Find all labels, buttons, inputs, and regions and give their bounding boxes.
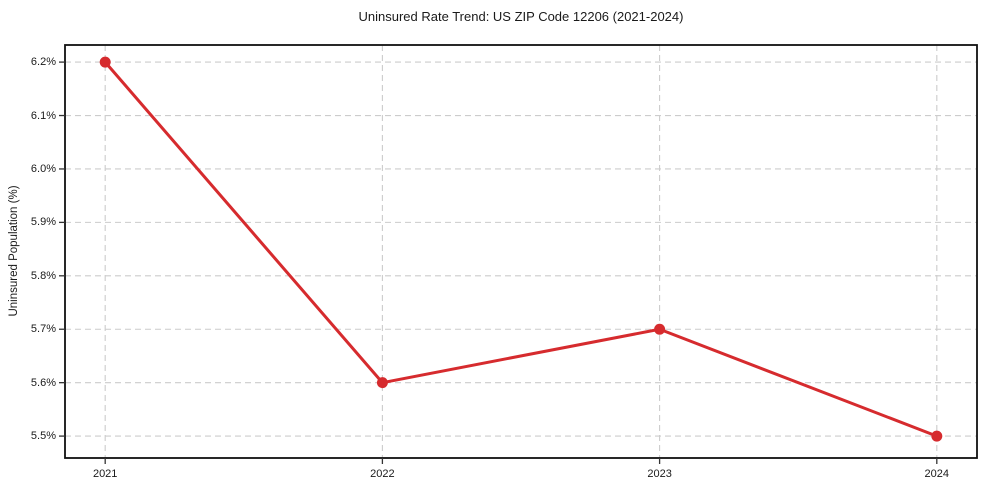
- data-point-marker: [99, 56, 111, 68]
- y-tick-label: 5.8%: [30, 269, 56, 282]
- axes-frame: [64, 44, 978, 459]
- chart-title: Uninsured Rate Trend: US ZIP Code 12206 …: [358, 9, 684, 24]
- y-tick-label: 5.6%: [30, 376, 56, 389]
- y-tick-label: 6.0%: [30, 162, 56, 175]
- data-point-marker: [931, 430, 943, 442]
- y-tick-label: 6.1%: [30, 109, 56, 122]
- x-tick-label: 2023: [647, 468, 672, 480]
- x-tick-label: 2021: [92, 468, 118, 480]
- trend-line: [104, 61, 938, 438]
- data-point-marker: [376, 377, 388, 389]
- y-tick-label: 6.2%: [30, 56, 56, 69]
- x-tick-label: 2022: [370, 468, 395, 480]
- data-point-marker: [654, 323, 666, 335]
- x-tick-label: 2024: [924, 468, 950, 480]
- y-tick-label: 5.5%: [30, 430, 56, 443]
- y-tick-label: 5.9%: [30, 216, 56, 229]
- y-tick-label: 5.7%: [30, 323, 56, 336]
